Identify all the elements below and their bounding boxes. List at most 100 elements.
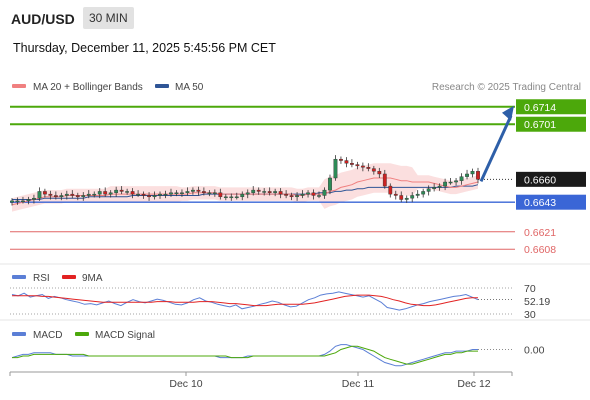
pair-title: AUD/USD [11, 11, 75, 27]
candle-body [306, 192, 310, 195]
candle-body [201, 191, 206, 193]
candle-body [273, 191, 278, 193]
candle-body [245, 192, 250, 195]
current-price-label: 0.6660 [524, 174, 556, 186]
candle-body [185, 191, 190, 193]
ma50-legend-label: MA 50 [175, 82, 204, 93]
candle-body [10, 200, 14, 203]
candle-body [311, 192, 316, 196]
chart-header: AUD/USD 30 MIN [0, 0, 590, 36]
candle-body [103, 191, 108, 195]
candle-body [234, 196, 239, 199]
candle-body [26, 199, 31, 202]
candle-body [75, 195, 80, 198]
candle-body [437, 185, 442, 188]
candle-body [404, 197, 409, 200]
candle-body [328, 177, 332, 191]
timeframe-badge[interactable]: 30 MIN [83, 7, 134, 29]
macd-line [11, 344, 478, 367]
rsi-line [11, 291, 479, 311]
candle-body [191, 189, 195, 192]
x-tick-label: Dec 10 [169, 378, 202, 390]
candle-body [333, 158, 338, 179]
macd-signal-line [12, 345, 478, 365]
projection-arrow-shaft [479, 115, 513, 182]
current-price-label-box [516, 171, 586, 187]
candle-body [432, 187, 437, 189]
rsi-ma-legend-label: 9MA [82, 273, 103, 284]
candle-body [86, 193, 91, 196]
candle-body [163, 193, 168, 196]
candle-body [371, 168, 376, 172]
candle-body [289, 195, 294, 198]
candle-body [377, 171, 382, 175]
candle-body [240, 193, 245, 198]
candle-body [360, 165, 365, 168]
macd-last-value: 0.00 [524, 345, 545, 357]
candle-body [196, 189, 201, 192]
candle-body [448, 181, 453, 184]
candle-body [212, 192, 217, 194]
pivot-label: 0.6643 [524, 197, 556, 209]
candle-body [70, 193, 75, 196]
candle-body [267, 191, 272, 193]
candle-body [339, 158, 343, 161]
candle-body [180, 192, 184, 194]
candle-body [207, 192, 212, 194]
candle-body [393, 193, 398, 196]
rsi-ma-line [12, 294, 478, 307]
candle-body [421, 191, 426, 195]
candle-body [470, 171, 475, 175]
candle-body [382, 173, 387, 187]
candle-body [152, 195, 157, 198]
rsi-tick-label: 70 [524, 283, 536, 295]
rsi-legend-label: RSI [33, 273, 50, 284]
projection-arrowhead [502, 105, 514, 121]
candle-body [476, 171, 480, 180]
macd-signal-legend-label: MACD Signal [95, 330, 155, 341]
candle-body [97, 191, 102, 195]
ma20-legend-swatch [12, 84, 26, 88]
candle-body [81, 195, 86, 198]
candle-body [410, 195, 415, 199]
macd-signal-legend-swatch [75, 332, 89, 336]
candle-body [125, 191, 130, 193]
candle-body [119, 189, 124, 192]
resistance-label: 0.6714 [524, 102, 556, 114]
candle-body [295, 195, 299, 198]
candle-body [136, 193, 140, 196]
candle-body [399, 195, 404, 200]
ma20-legend-label: MA 20 + Bollinger Bands [33, 82, 143, 93]
candle-body [169, 192, 173, 195]
x-axis: Dec 10 Dec 11 Dec 12 [9, 372, 513, 390]
candle-body [48, 193, 53, 196]
candle-body [355, 164, 360, 167]
candle-body [459, 176, 464, 181]
candle-body [284, 193, 289, 196]
candle-body [64, 193, 69, 196]
macd-legend-label: MACD [33, 330, 62, 341]
candle-body [174, 192, 179, 194]
candle-body [229, 196, 234, 199]
candle-body [262, 191, 267, 193]
candle-body [223, 196, 228, 199]
candle-body [317, 195, 321, 197]
candle-body [114, 189, 119, 193]
candle-body [443, 181, 448, 187]
candle-body [108, 192, 113, 195]
candle-body [366, 167, 371, 169]
candle-body [344, 160, 349, 164]
resistance-label-box [516, 99, 586, 115]
rsi-ma-legend-swatch [62, 275, 76, 279]
ma50-legend-swatch [155, 84, 169, 88]
candle-body [218, 192, 223, 198]
candle-body [53, 195, 58, 198]
support-label: 0.6608 [524, 244, 556, 256]
candle-body [322, 189, 327, 196]
candle-body [147, 195, 151, 198]
candle-body [141, 193, 146, 196]
macd-legend-swatch [12, 332, 26, 336]
resistance-label-box [516, 116, 586, 132]
